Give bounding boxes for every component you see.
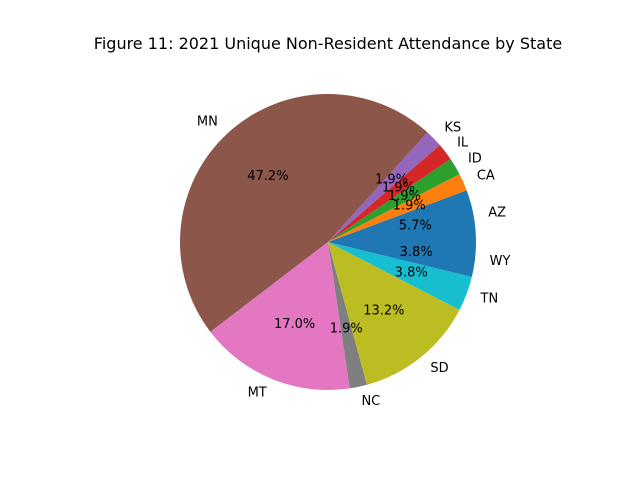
slice-label-sd: SD [430,361,448,376]
pie-slices [180,94,476,391]
pie-slice-sd [328,242,460,385]
slice-label-wy: WY [490,254,511,269]
pie-slice-mt [210,242,350,391]
pie-slice-ks [328,132,440,242]
pie-labels: AZ 5.7% CA 1.9% ID 1.9% IL 1.9% KS 1.9% MN 47.2% MT 1… [197,115,511,409]
pct-label-ks: 1.9% [375,172,408,187]
slice-label-mt: MT [248,385,267,400]
pie-slice-mn [180,94,428,332]
slice-label-ks: KS [444,121,461,136]
slice-label-tn: TN [480,291,499,306]
slice-label-nc: NC [361,394,380,409]
pct-label-mn: 47.2% [247,169,288,184]
pct-label-il: 1.9% [382,180,415,195]
chart-title: Figure 11: 2021 Unique Non-Resident Atte… [94,34,562,53]
pct-label-id: 1.9% [388,189,421,204]
pct-label-tn: 3.8% [395,266,428,281]
pie-slice-il [328,144,451,242]
pct-label-sd: 13.2% [363,304,404,319]
pct-label-wy: 3.8% [400,245,433,260]
slice-label-id: ID [468,151,482,166]
slice-label-az: AZ [488,206,506,221]
pie-slice-ca [328,174,467,242]
slice-label-mn: MN [197,115,218,130]
pct-label-az: 5.7% [399,219,432,234]
pie-slice-az [328,190,476,242]
slice-label-ca: CA [477,169,495,184]
pie-slice-nc [328,242,367,389]
pct-label-ca: 1.9% [393,199,426,214]
pct-label-mt: 17.0% [274,317,315,332]
slice-label-il: IL [457,135,469,150]
pie-slice-tn [328,242,472,310]
pie-slice-id [328,158,460,242]
pie-slice-wy [328,242,476,277]
pct-label-nc: 1.9% [330,321,363,336]
